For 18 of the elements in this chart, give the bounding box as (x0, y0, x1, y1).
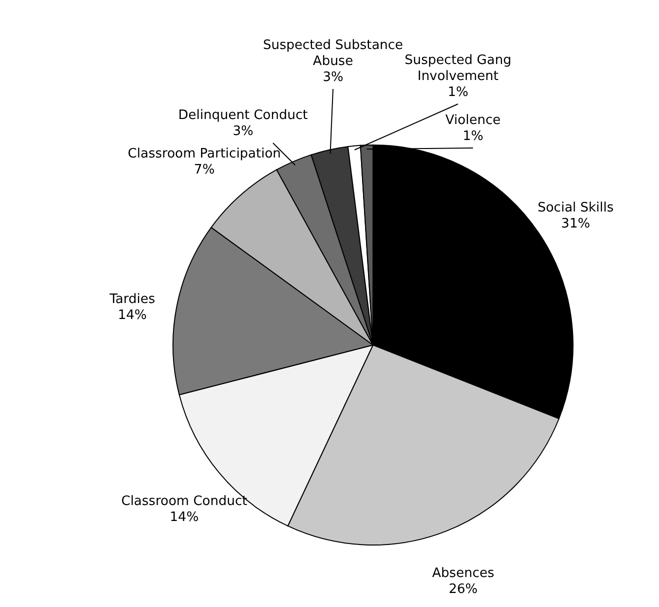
data-label: 14% (170, 510, 199, 526)
slice-label: Delinquent Conduct (178, 108, 308, 123)
data-label: 3% (232, 124, 254, 139)
data-label: 26% (448, 582, 478, 597)
slice-label: Suspected Substance Abuse (262, 38, 404, 69)
data-label: 14% (118, 308, 147, 324)
slice-label: Social Skills (538, 200, 614, 216)
data-label: 1% (448, 85, 468, 100)
data-label: 31% (561, 216, 590, 232)
slice-label: Absences (432, 566, 494, 581)
slice-label: Violence (445, 113, 501, 128)
slice-label: Suspected Gang Involvement (404, 53, 512, 84)
data-label: 3% (322, 70, 344, 85)
slice-label: Classroom Conduct (121, 494, 248, 510)
slice-label: Tardies (108, 292, 156, 308)
slice-label: Classroom Participation (128, 146, 281, 162)
data-label: 1% (462, 129, 484, 144)
data-label: 7% (194, 162, 215, 178)
